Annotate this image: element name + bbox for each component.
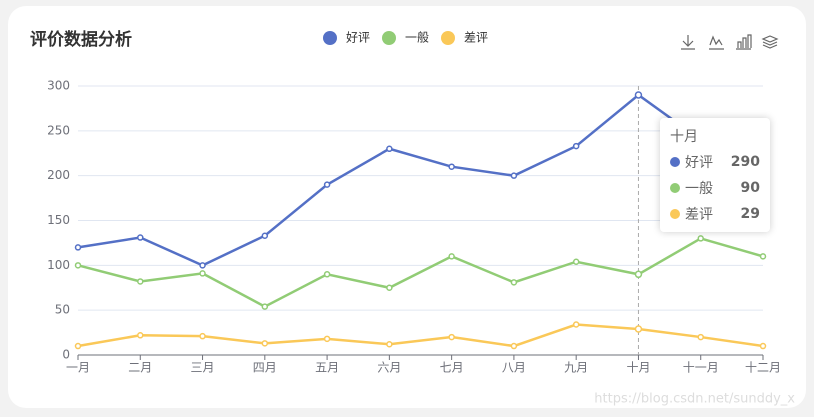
point: [199, 270, 206, 277]
tooltip-marker: [670, 183, 680, 193]
point: [386, 284, 393, 291]
point: [510, 342, 518, 350]
x-tick-label: 十一月: [683, 361, 719, 375]
x-tick-label: 九月: [564, 361, 588, 375]
x-tick-label: 七月: [440, 361, 464, 375]
point: [74, 262, 82, 269]
bar-icon[interactable]: [736, 34, 752, 50]
tooltip-value: 90: [740, 180, 760, 196]
point: [199, 332, 206, 340]
tooltip-marker: [670, 157, 680, 167]
point: [137, 278, 144, 285]
point: [448, 333, 455, 341]
series-line: [77, 93, 764, 267]
legend-label: 一般: [405, 30, 429, 45]
point: [572, 258, 580, 265]
point: [74, 244, 82, 251]
point: [572, 142, 580, 150]
legend-marker: [323, 31, 337, 45]
stack-icon[interactable]: [761, 35, 779, 49]
y-tick-label: 0: [62, 348, 70, 362]
y-tick-label: 200: [47, 168, 70, 182]
tooltip-value: 29: [740, 206, 760, 222]
chart-title: 评价数据分析: [30, 29, 132, 50]
series-line: [77, 323, 764, 348]
point: [137, 332, 144, 339]
series-line: [77, 237, 764, 308]
x-tick-label: 五月: [315, 361, 339, 375]
tooltip-row: 一般 90: [670, 178, 760, 198]
point: [199, 262, 206, 269]
x-tick-label: 三月: [191, 361, 215, 375]
y-tick-label: 50: [55, 303, 70, 317]
x-tick-label: 八月: [502, 361, 526, 375]
legend-label: 差评: [464, 31, 488, 45]
point: [386, 340, 393, 348]
tooltip-marker: [670, 209, 680, 219]
point: [386, 145, 393, 153]
point: [74, 342, 82, 350]
tooltip-row: 差评 29: [670, 204, 760, 224]
point: [261, 232, 269, 239]
legend-label: 好评: [346, 31, 370, 45]
point: [323, 181, 331, 188]
x-tick-label: 一月: [66, 361, 90, 375]
tooltip: 十月好评 290 一般 90 差评 29: [660, 118, 770, 232]
x-tick-label: 十二月: [745, 361, 781, 375]
tooltip-name: 好评: [685, 155, 713, 171]
legend-marker: [382, 31, 396, 45]
point: [510, 279, 518, 286]
watermark: https://blog.csdn.net/sunddy_x: [594, 392, 795, 407]
point: [448, 163, 455, 170]
save-icon[interactable]: [681, 35, 695, 50]
point: [759, 253, 767, 260]
legend-marker: [441, 31, 455, 45]
y-tick-label: 250: [47, 123, 70, 137]
x-tick-label: 四月: [253, 361, 277, 375]
line-icon[interactable]: [709, 35, 724, 50]
point: [634, 325, 643, 333]
y-tick-label: 100: [47, 258, 70, 272]
tooltip-title: 十月: [670, 129, 698, 145]
y-tick-label: 150: [47, 213, 70, 227]
y-tick-label: 300: [47, 79, 70, 93]
point: [572, 321, 580, 328]
tooltip-name: 一般: [685, 181, 713, 197]
point: [261, 303, 269, 310]
point: [323, 335, 331, 343]
point: [634, 270, 643, 279]
point: [448, 253, 455, 260]
tooltip-row: 好评 290: [670, 152, 760, 172]
point: [510, 172, 518, 179]
tooltip-value: 290: [730, 154, 760, 170]
x-tick-label: 六月: [377, 361, 401, 375]
toolbox[interactable]: [681, 34, 779, 50]
point: [759, 342, 767, 350]
point: [697, 333, 704, 341]
point: [137, 234, 144, 241]
x-tick-label: 二月: [128, 361, 152, 375]
tooltip-name: 差评: [685, 207, 713, 223]
point: [261, 340, 269, 347]
point: [323, 271, 331, 278]
point: [634, 91, 643, 99]
x-tick-label: 十月: [626, 361, 650, 375]
point: [697, 235, 704, 242]
